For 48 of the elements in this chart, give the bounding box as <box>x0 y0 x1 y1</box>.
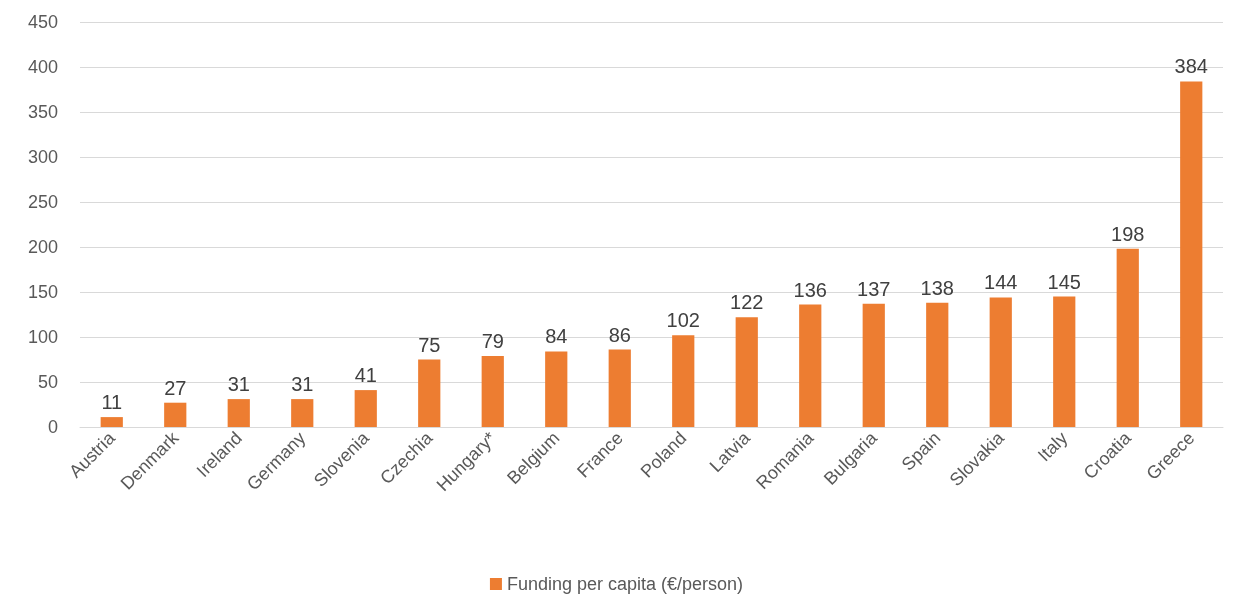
bar <box>100 417 123 427</box>
bar <box>164 402 187 427</box>
y-tick-label: 200 <box>27 237 58 257</box>
data-label: 75 <box>418 333 441 356</box>
legend-label: Funding per capita (€/person) <box>506 574 744 594</box>
bar <box>926 302 949 427</box>
bar <box>735 317 758 427</box>
y-tick-label: 300 <box>27 147 58 167</box>
data-label: 41 <box>354 364 377 387</box>
data-label: 138 <box>920 276 954 299</box>
bar <box>227 399 250 427</box>
data-label: 145 <box>1047 270 1081 293</box>
data-label: 102 <box>666 309 700 332</box>
y-tick-label: 450 <box>27 12 58 32</box>
y-tick-label: 250 <box>27 192 58 212</box>
y-tick-label: 100 <box>27 327 58 347</box>
data-label: 11 <box>101 391 123 414</box>
bar <box>608 349 631 427</box>
data-label: 31 <box>227 373 250 396</box>
y-tick-label: 150 <box>27 282 58 302</box>
bar <box>545 351 568 427</box>
data-label: 136 <box>793 278 827 301</box>
data-label: 122 <box>730 291 764 314</box>
y-tick-label: 350 <box>27 102 58 122</box>
data-label: 27 <box>164 376 187 399</box>
x-tick-label: Italy <box>1033 427 1072 466</box>
bar <box>291 399 314 427</box>
y-tick-label: 400 <box>27 57 58 77</box>
bar <box>672 335 695 427</box>
bar <box>799 304 822 427</box>
data-label: 84 <box>545 325 568 348</box>
bar <box>862 303 885 427</box>
bar <box>1053 296 1076 427</box>
bar <box>1116 248 1139 427</box>
data-label: 198 <box>1111 222 1145 245</box>
y-tick-label: 50 <box>37 372 58 392</box>
data-label: 144 <box>984 271 1018 294</box>
y-tick-label: 0 <box>47 417 58 437</box>
bar <box>989 297 1012 427</box>
bar <box>418 359 441 427</box>
data-label: 79 <box>481 329 504 352</box>
bar <box>481 355 504 427</box>
data-label: 86 <box>608 323 631 346</box>
data-label: 137 <box>857 277 891 300</box>
bar <box>354 390 377 427</box>
bar <box>1180 81 1203 427</box>
data-label: 31 <box>291 373 314 396</box>
data-label: 384 <box>1174 55 1208 78</box>
